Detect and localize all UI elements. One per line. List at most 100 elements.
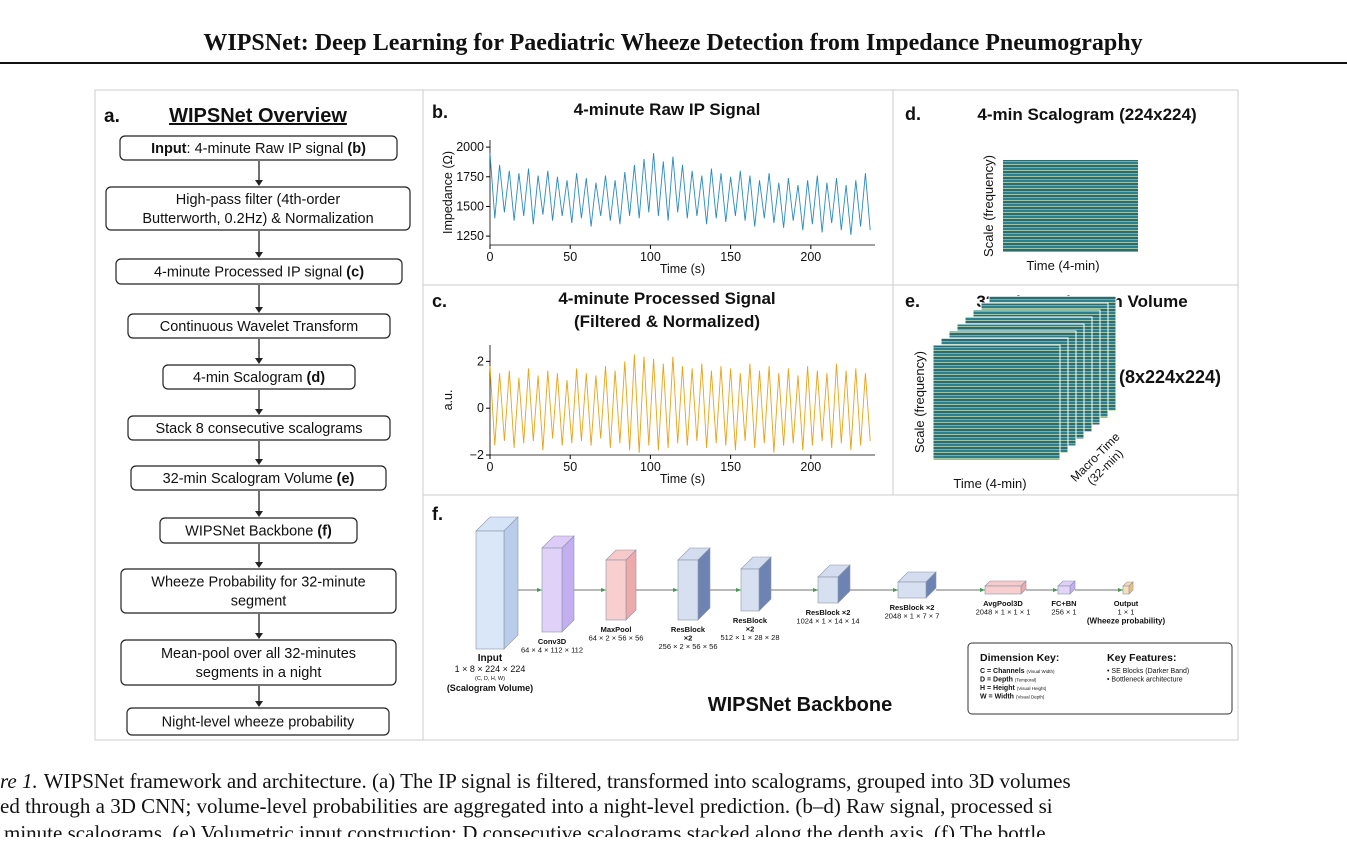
x-tick-label: 0 [487, 460, 494, 474]
step-ref: (c) [346, 265, 364, 281]
step-ref: (b) [347, 141, 366, 157]
y-tick-label: −2 [470, 448, 484, 462]
y-tick-label: 0 [477, 401, 484, 415]
flow-arrowhead [255, 701, 263, 707]
axis-label: Impedance (Ω) [441, 151, 455, 234]
block-dims: 1024 × 1 × 14 × 14 [796, 617, 859, 626]
step-text: WIPSNet Backbone [185, 524, 313, 540]
scalogram-slice [932, 344, 1061, 461]
axis-label: Time (s) [660, 472, 705, 486]
panel-title: 4-min Scalogram (224x224) [977, 105, 1196, 124]
block-front [984, 585, 1022, 595]
key-term: H = Height [980, 685, 1015, 692]
flow-arrowhead [255, 511, 263, 517]
signal-line [489, 153, 871, 235]
x-tick-label: 150 [720, 250, 741, 264]
flow-arrowhead [255, 562, 263, 568]
y-tick-label: 1750 [456, 170, 484, 184]
flow-step: Butterworth, 0.2Hz) & Normalization [142, 211, 373, 227]
y-tick-label: 2 [477, 354, 484, 368]
flow-arrowhead [893, 588, 898, 592]
axis-label: Time (4-min) [953, 476, 1026, 491]
panel-label: c. [432, 291, 447, 311]
scalogram-stack [932, 295, 1117, 461]
flow-arrowhead [255, 307, 263, 313]
caption-text: WIPSNet framework and architecture. (a) … [44, 769, 1071, 793]
flow-step: Input: 4-minute Raw IP signal (b) [151, 141, 366, 157]
step-text: Mean-pool over all 32-minutes [161, 646, 356, 662]
key-box [967, 642, 1233, 715]
block-side [561, 535, 575, 633]
flow-arrowhead [601, 588, 606, 592]
step-text: 4-minute Processed IP signal [154, 265, 342, 281]
flow-box [119, 135, 398, 161]
paper-title: WIPSNet: Deep Learning for Paediatric Wh… [203, 30, 1142, 56]
step-text: Wheeze Probability for 32-minute [151, 575, 365, 591]
block-side [625, 549, 637, 621]
key-item: W = Width (Visual Depth) [980, 694, 1045, 701]
flow-arrowhead [255, 633, 263, 639]
caption-label: re 1. [0, 769, 38, 793]
flow-step: Mean-pool over all 32-minutes [161, 646, 356, 662]
signal-line [489, 354, 871, 453]
flow-step: Stack 8 consecutive scalograms [155, 421, 362, 437]
axis-label: Scale (frequency) [981, 155, 996, 257]
key-term: D = Depth [980, 677, 1013, 684]
block-front [475, 530, 505, 650]
flow-step: Continuous Wavelet Transform [160, 319, 359, 335]
flow-arrowhead [255, 180, 263, 186]
key-item: H = Height (Visual Height) [980, 685, 1047, 692]
flow-box [127, 313, 391, 339]
y-tick-label: 2000 [456, 140, 484, 154]
block-dims: 2048 × 1 × 1 × 1 [976, 608, 1031, 617]
block-side [697, 547, 711, 621]
block-dims: 2048 × 1 × 7 × 7 [885, 612, 940, 621]
flow-arrowhead [1053, 588, 1058, 592]
key-title: Dimension Key: [980, 652, 1059, 664]
flow-box [130, 465, 387, 491]
flow-step: segments in a night [196, 665, 322, 681]
block-front [817, 576, 839, 604]
block-dims: 256 × 2 × 56 × 56 [658, 642, 717, 651]
key-hint: (Visual Height) [1017, 686, 1047, 691]
block-name: ResBlock [671, 625, 706, 634]
block-front [1122, 585, 1130, 595]
y-tick-label: 1500 [456, 199, 484, 213]
y-tick-label: 1250 [456, 229, 484, 243]
step-text: segments in a night [196, 665, 322, 681]
step-ref: (d) [307, 370, 326, 386]
panel-label: b. [432, 102, 448, 122]
flow-box [120, 639, 397, 686]
block-name: Input [478, 653, 503, 664]
step-ref: (e) [337, 471, 355, 487]
key-term: W = Width [980, 694, 1014, 701]
flow-box [162, 364, 356, 390]
axis-label: Scale (frequency) [912, 351, 927, 453]
flow-box [115, 258, 403, 285]
step-text: Stack 8 consecutive scalograms [155, 421, 362, 437]
flow-box [105, 186, 411, 231]
step-text: Continuous Wavelet Transform [160, 319, 359, 335]
axis-label: a.u. [441, 390, 455, 411]
panel-label: e. [905, 291, 920, 311]
block-dims: 512 × 1 × 28 × 28 [720, 633, 779, 642]
block-name: ResBlock ×2 [890, 603, 935, 612]
flow-arrowhead [813, 588, 818, 592]
block-name: ResBlock [733, 616, 768, 625]
block-name: Conv3D [538, 637, 567, 646]
block-front [541, 547, 563, 633]
key-hint: (Temporal) [1015, 678, 1037, 683]
block-note: (Scalogram Volume) [447, 683, 533, 693]
flow-arrowhead [255, 459, 263, 465]
block-side [503, 516, 519, 650]
step-text: Butterworth, 0.2Hz) & Normalization [142, 211, 373, 227]
flow-step: 4-min Scalogram (d) [193, 370, 325, 386]
step-text: High-pass filter (4th-order [176, 192, 341, 208]
block-top [984, 580, 1027, 587]
step-text: : 4-minute Raw IP signal [187, 141, 344, 157]
caption-line: minute scalograms. (e) Volumetric input … [4, 821, 1046, 837]
flow-step: 32-min Scalogram Volume (e) [163, 471, 355, 487]
x-tick-label: 150 [720, 460, 741, 474]
panel-label: a. [104, 106, 120, 127]
